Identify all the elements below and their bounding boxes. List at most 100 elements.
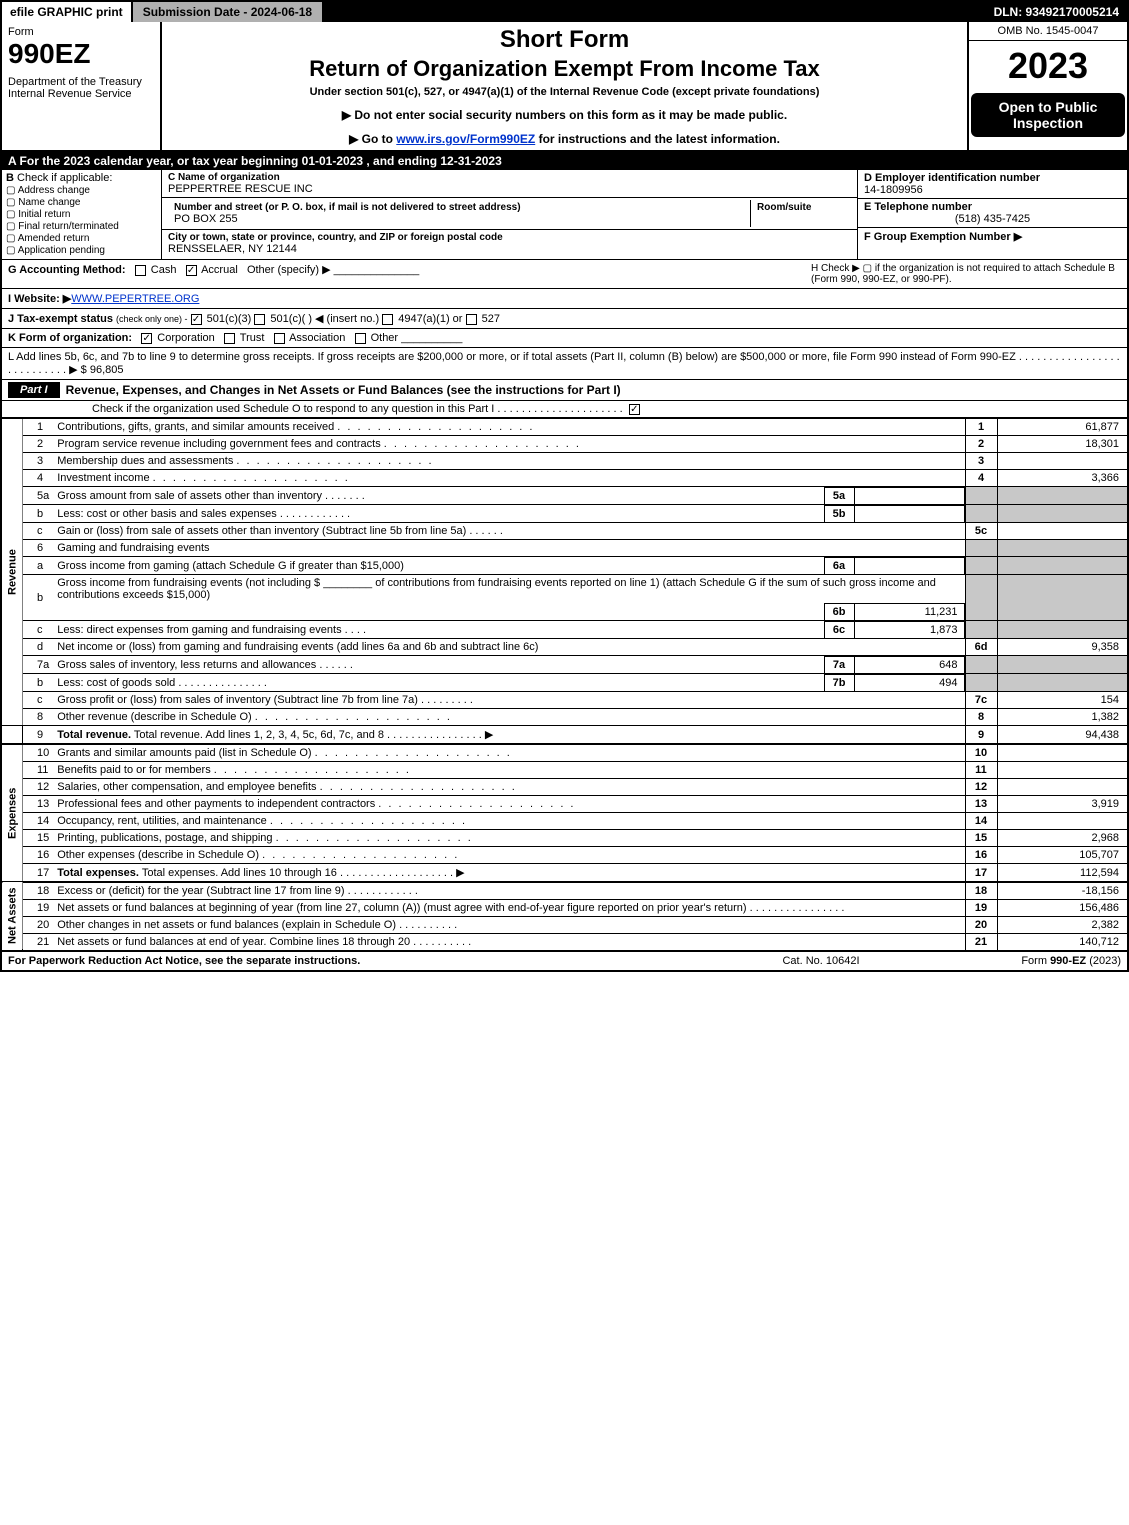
line-7c-value: 154 <box>997 692 1127 709</box>
part-I-header: Part I Revenue, Expenses, and Changes in… <box>2 380 1127 401</box>
line-21-value: 140,712 <box>997 934 1127 951</box>
row-I: I Website: ▶WWW.PEPERTREE.ORG <box>2 289 1127 309</box>
chk-501c3[interactable] <box>191 314 202 325</box>
F-label: F Group Exemption Number ▶ <box>864 231 1022 243</box>
return-title: Return of Organization Exempt From Incom… <box>170 56 959 82</box>
row-L: L Add lines 5b, 6c, and 7b to line 9 to … <box>2 348 1127 380</box>
chk-501c[interactable] <box>254 314 265 325</box>
org-name: PEPPERTREE RESCUE INC <box>168 183 313 195</box>
chk-application-pending[interactable]: ▢ Application pending <box>6 245 157 256</box>
chk-other-org[interactable] <box>355 333 366 344</box>
website-link[interactable]: WWW.PEPERTREE.ORG <box>71 293 199 305</box>
line-6a-value <box>854 558 964 575</box>
line-10-value <box>997 744 1127 762</box>
row-J: J Tax-exempt status (check only one) - 5… <box>2 309 1127 329</box>
open-inspection-badge: Open to Public Inspection <box>971 93 1125 137</box>
chk-trust[interactable] <box>224 333 235 344</box>
form-header: Form 990EZ Department of the Treasury In… <box>2 22 1127 152</box>
line-5b-value <box>854 506 964 523</box>
submission-date: Submission Date - 2024-06-18 <box>133 2 324 22</box>
irs-link[interactable]: www.irs.gov/Form990EZ <box>396 132 535 146</box>
chk-initial-return[interactable]: ▢ Initial return <box>6 209 157 220</box>
chk-final-return[interactable]: ▢ Final return/terminated <box>6 221 157 232</box>
col-B: B Check if applicable: ▢ Address change … <box>2 170 162 259</box>
line-7a-value: 648 <box>854 657 964 674</box>
efile-label: efile GRAPHIC print <box>2 2 133 22</box>
netassets-sidelabel: Net Assets <box>2 882 23 950</box>
line-6c-value: 1,873 <box>854 622 964 639</box>
revenue-sidelabel: Revenue <box>2 419 23 726</box>
under-section: Under section 501(c), 527, or 4947(a)(1)… <box>170 86 959 98</box>
line-18-value: -18,156 <box>997 882 1127 900</box>
chk-4947[interactable] <box>382 314 393 325</box>
chk-address-change[interactable]: ▢ Address change <box>6 185 157 196</box>
top-bar: efile GRAPHIC print Submission Date - 20… <box>2 2 1127 22</box>
part-I-check: Check if the organization used Schedule … <box>2 401 1127 418</box>
chk-cash[interactable] <box>135 265 146 276</box>
ein-value: 14-1809956 <box>864 184 923 196</box>
ssn-warning: ▶ Do not enter social security numbers o… <box>170 108 959 122</box>
org-street: PO BOX 255 <box>174 213 238 225</box>
chk-amended-return[interactable]: ▢ Amended return <box>6 233 157 244</box>
chk-527[interactable] <box>466 314 477 325</box>
C-room-label: Room/suite <box>757 202 811 213</box>
chk-corporation[interactable] <box>141 333 152 344</box>
form-990ez-page: efile GRAPHIC print Submission Date - 20… <box>0 0 1129 972</box>
line-13-value: 3,919 <box>997 796 1127 813</box>
line-5c-value <box>997 523 1127 540</box>
line-15-value: 2,968 <box>997 830 1127 847</box>
form-word: Form <box>8 26 154 38</box>
chk-name-change[interactable]: ▢ Name change <box>6 197 157 208</box>
line-20-value: 2,382 <box>997 917 1127 934</box>
col-C: C Name of organization PEPPERTREE RESCUE… <box>162 170 857 259</box>
footer-right: Form 990-EZ (2023) <box>921 955 1121 967</box>
goto-instructions: ▶ Go to www.irs.gov/Form990EZ for instru… <box>170 132 959 146</box>
line-11-value <box>997 762 1127 779</box>
line-9-value: 94,438 <box>997 726 1127 745</box>
tax-year: 2023 <box>969 41 1127 91</box>
G-label: G Accounting Method: <box>8 264 126 276</box>
col-DEF: D Employer identification number 14-1809… <box>857 170 1127 259</box>
part-I-table: Revenue 1Contributions, gifts, grants, a… <box>2 418 1127 950</box>
dln-label: DLN: 93492170005214 <box>986 2 1127 22</box>
row-G-H: G Accounting Method: Cash Accrual Other … <box>2 260 1127 289</box>
line-17-value: 112,594 <box>997 864 1127 883</box>
line-7b-value: 494 <box>854 675 964 692</box>
line-12-value <box>997 779 1127 796</box>
line-5a-value <box>854 488 964 505</box>
chk-accrual[interactable] <box>186 265 197 276</box>
H-text: H Check ▶ ▢ if the organization is not r… <box>811 263 1121 285</box>
expenses-sidelabel: Expenses <box>2 744 23 882</box>
dept-label: Department of the Treasury Internal Reve… <box>8 76 154 100</box>
line-4-value: 3,366 <box>997 470 1127 487</box>
B-title: B Check if applicable: <box>6 172 157 184</box>
phone-value: (518) 435-7425 <box>864 213 1121 225</box>
line-A: A For the 2023 calendar year, or tax yea… <box>2 152 1127 170</box>
line-19-value: 156,486 <box>997 900 1127 917</box>
line-6b-value: 11,231 <box>854 604 964 621</box>
omb-number: OMB No. 1545-0047 <box>969 22 1127 41</box>
line-16-value: 105,707 <box>997 847 1127 864</box>
row-K: K Form of organization: Corporation Trus… <box>2 329 1127 348</box>
footer-mid: Cat. No. 10642I <box>721 955 921 967</box>
E-label: E Telephone number <box>864 201 972 213</box>
short-form-title: Short Form <box>170 26 959 54</box>
page-footer: For Paperwork Reduction Act Notice, see … <box>2 950 1127 970</box>
chk-schedule-O[interactable] <box>629 404 640 415</box>
org-city: RENSSELAER, NY 12144 <box>168 243 297 255</box>
footer-left: For Paperwork Reduction Act Notice, see … <box>8 955 721 967</box>
line-3-value <box>997 453 1127 470</box>
gross-receipts: 96,805 <box>90 364 124 376</box>
D-label: D Employer identification number <box>864 172 1040 184</box>
part-I-title: Revenue, Expenses, and Changes in Net As… <box>66 383 621 397</box>
form-number: 990EZ <box>8 38 154 70</box>
C-name-label: C Name of organization <box>168 172 280 183</box>
line-1-value: 61,877 <box>997 419 1127 436</box>
part-I-label: Part I <box>8 382 60 398</box>
C-city-label: City or town, state or province, country… <box>168 232 503 243</box>
C-street-label: Number and street (or P. O. box, if mail… <box>174 202 521 213</box>
line-14-value <box>997 813 1127 830</box>
section-B-C-DEF: B Check if applicable: ▢ Address change … <box>2 170 1127 260</box>
line-8-value: 1,382 <box>997 709 1127 726</box>
chk-association[interactable] <box>274 333 285 344</box>
